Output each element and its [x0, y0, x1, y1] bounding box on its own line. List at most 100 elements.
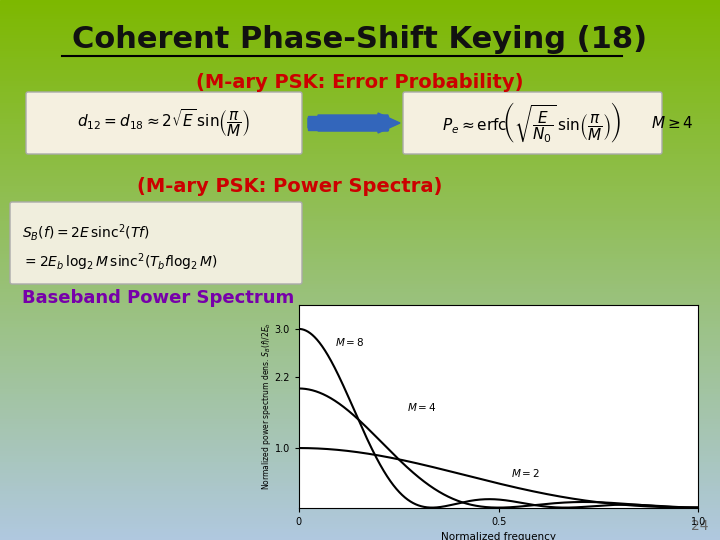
- Bar: [0, 19, 720, 22]
- Bar: [0, 3, 720, 5]
- Bar: [0, 313, 720, 316]
- Bar: [0, 230, 720, 232]
- Bar: [0, 486, 720, 489]
- Bar: [0, 40, 720, 43]
- Bar: [0, 475, 720, 478]
- Bar: [0, 456, 720, 459]
- X-axis label: Normalized frequency: Normalized frequency: [441, 532, 556, 540]
- Bar: [0, 338, 720, 340]
- Bar: [0, 246, 720, 248]
- Text: (M-ary PSK: Error Probability): (M-ary PSK: Error Probability): [197, 72, 523, 91]
- Bar: [0, 219, 720, 221]
- Bar: [0, 448, 720, 451]
- Bar: [0, 319, 720, 321]
- Bar: [0, 364, 720, 367]
- Polygon shape: [308, 115, 398, 131]
- Bar: [0, 254, 720, 256]
- Bar: [0, 529, 720, 532]
- Bar: [0, 24, 720, 27]
- Bar: [0, 367, 720, 370]
- Bar: [0, 248, 720, 251]
- Bar: [0, 275, 720, 278]
- Bar: [0, 332, 720, 335]
- Bar: [0, 316, 720, 319]
- Bar: [0, 146, 720, 148]
- Bar: [0, 14, 720, 16]
- Bar: [0, 256, 720, 259]
- Bar: [0, 502, 720, 505]
- Bar: [0, 124, 720, 127]
- Bar: [0, 68, 720, 70]
- Bar: [0, 138, 720, 140]
- Bar: [0, 167, 720, 170]
- Bar: [0, 94, 720, 97]
- Bar: [0, 308, 720, 310]
- Bar: [0, 284, 720, 286]
- Bar: [0, 8, 720, 11]
- Bar: [0, 516, 720, 518]
- Bar: [0, 184, 720, 186]
- Bar: [0, 162, 720, 165]
- FancyBboxPatch shape: [26, 92, 302, 154]
- Bar: [0, 0, 720, 3]
- Text: $S_B(f) = 2E\,\mathrm{sinc}^2(Tf)$: $S_B(f) = 2E\,\mathrm{sinc}^2(Tf)$: [22, 221, 150, 242]
- Bar: [0, 362, 720, 364]
- Bar: [0, 451, 720, 454]
- Bar: [0, 375, 720, 378]
- Bar: [0, 294, 720, 297]
- Bar: [0, 92, 720, 94]
- Bar: [0, 435, 720, 437]
- Bar: [0, 113, 720, 116]
- Bar: [0, 165, 720, 167]
- Bar: [0, 189, 720, 192]
- Bar: [0, 300, 720, 302]
- Text: $M = 8$: $M = 8$: [335, 335, 364, 348]
- Bar: [0, 510, 720, 513]
- Bar: [0, 170, 720, 173]
- Bar: [0, 381, 720, 383]
- Bar: [0, 202, 720, 205]
- Bar: [0, 81, 720, 84]
- Bar: [0, 157, 720, 159]
- Bar: [0, 151, 720, 154]
- Bar: [0, 359, 720, 362]
- Bar: [0, 467, 720, 470]
- Bar: [0, 240, 720, 243]
- Bar: [0, 265, 720, 267]
- Bar: [0, 103, 720, 105]
- Bar: [0, 213, 720, 216]
- Bar: [0, 43, 720, 46]
- Text: $M \geq 4$: $M \geq 4$: [651, 115, 693, 131]
- Bar: [0, 437, 720, 440]
- Bar: [0, 397, 720, 400]
- Bar: [0, 70, 720, 73]
- Bar: [0, 143, 720, 146]
- Bar: [0, 305, 720, 308]
- Bar: [0, 302, 720, 305]
- Bar: [0, 348, 720, 351]
- Bar: [0, 100, 720, 103]
- Bar: [0, 386, 720, 389]
- Bar: [0, 54, 720, 57]
- Bar: [0, 535, 720, 537]
- Bar: [0, 427, 720, 429]
- Bar: [0, 497, 720, 500]
- Bar: [0, 405, 720, 408]
- Y-axis label: Normalized power spectrum dens. $S_B(f)/2E_b$: Normalized power spectrum dens. $S_B(f)/…: [260, 322, 273, 490]
- Bar: [0, 132, 720, 135]
- Bar: [0, 537, 720, 540]
- Bar: [0, 281, 720, 284]
- Text: $= 2E_b\,\log_2 M\,\mathrm{sinc}^2(T_b f \log_2 M)$: $= 2E_b\,\log_2 M\,\mathrm{sinc}^2(T_b f…: [22, 251, 217, 273]
- Bar: [0, 211, 720, 213]
- Bar: [0, 140, 720, 143]
- Bar: [0, 292, 720, 294]
- Bar: [0, 176, 720, 178]
- Bar: [0, 30, 720, 32]
- Bar: [0, 127, 720, 130]
- Bar: [0, 197, 720, 200]
- Bar: [0, 462, 720, 464]
- Bar: [0, 62, 720, 65]
- Bar: [0, 89, 720, 92]
- Bar: [0, 424, 720, 427]
- Bar: [0, 413, 720, 416]
